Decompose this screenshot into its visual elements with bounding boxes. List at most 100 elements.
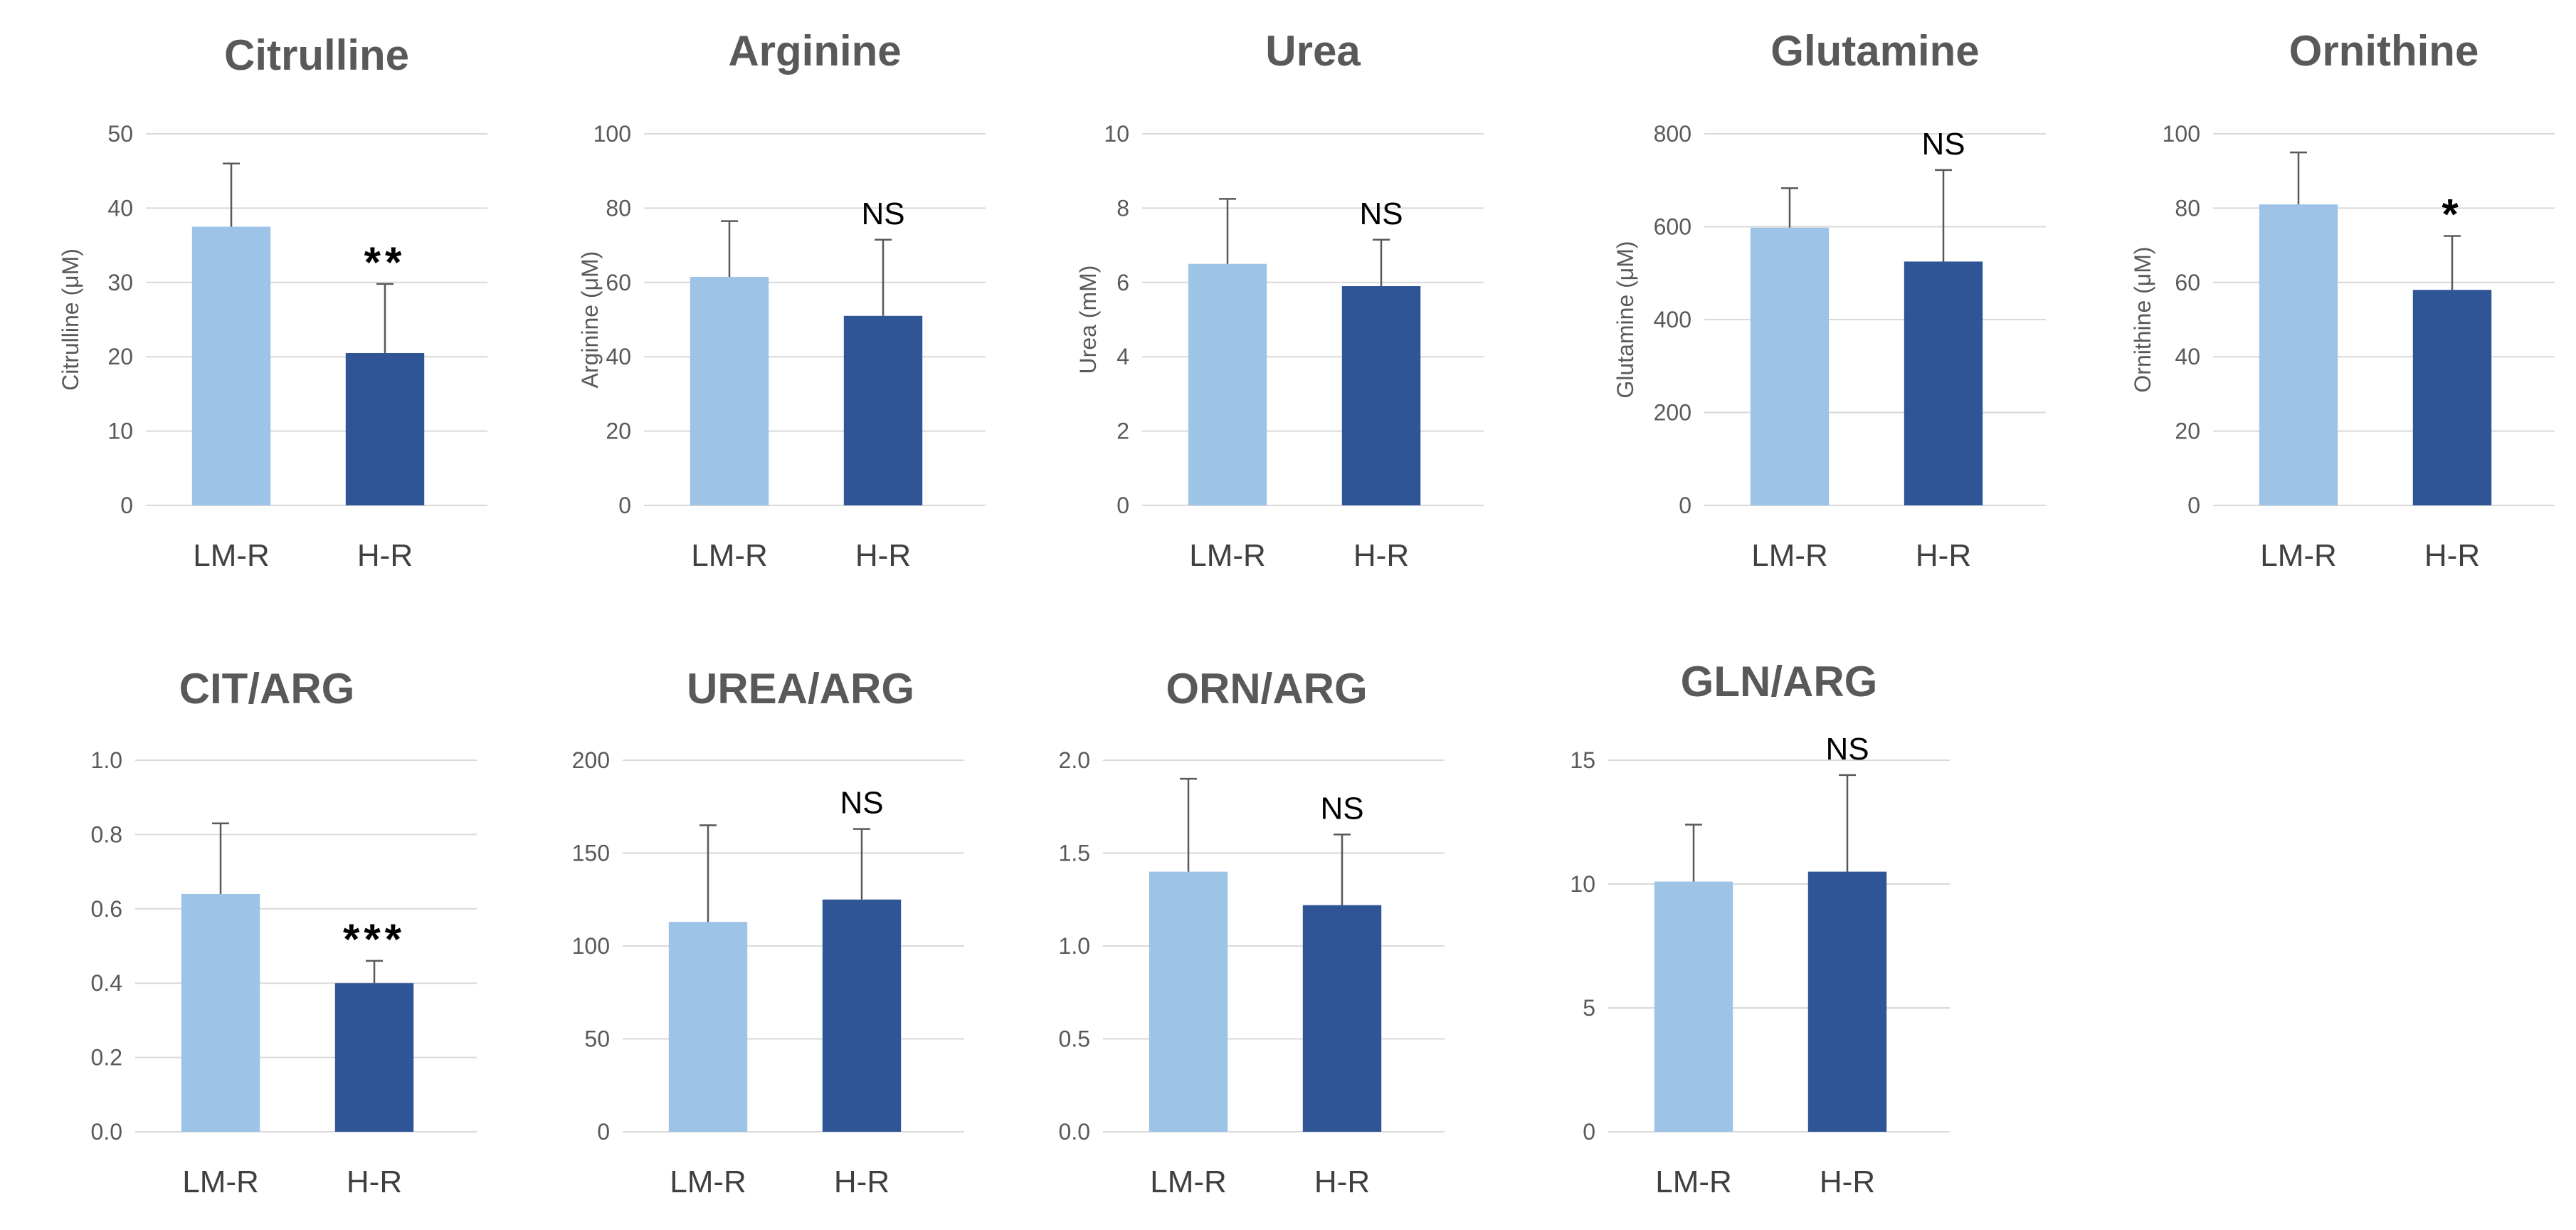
x-category-label: H-R xyxy=(357,538,413,573)
y-tick-label: 0 xyxy=(120,493,133,518)
y-tick-label: 80 xyxy=(606,195,631,221)
y-axis-label: Ornithine (μM) xyxy=(2130,246,2155,392)
chart-panel-9: GLN/ARG 0 5 10 15 LM-R H-R NS xyxy=(1570,658,1950,1199)
y-tick-label: 6 xyxy=(1117,270,1129,295)
y-tick-label: 200 xyxy=(1654,400,1691,426)
y-tick-label: 60 xyxy=(606,270,631,295)
y-tick-label: 60 xyxy=(2175,270,2200,295)
bar-lm-r xyxy=(1149,871,1228,1132)
chart-panel-3: Urea 0 2 4 6 8 10 Urea (mM) LM-R H-R NS xyxy=(1075,27,1484,573)
x-category-label: H-R xyxy=(2424,538,2480,573)
bar-lm-r xyxy=(1188,263,1267,505)
bar-lm-r xyxy=(2259,204,2338,505)
y-tick-label: 10 xyxy=(1104,121,1129,147)
y-tick-label: 20 xyxy=(606,419,631,444)
y-tick-label: 20 xyxy=(2175,419,2200,444)
bar-h-r xyxy=(1807,871,1887,1132)
significance-annotation: ** xyxy=(364,238,406,286)
x-category-label: H-R xyxy=(347,1165,402,1199)
y-tick-label: 0 xyxy=(597,1119,610,1145)
bar-h-r xyxy=(1904,261,1983,505)
y-tick-label: 40 xyxy=(2175,344,2200,369)
y-axis-label: Urea (mM) xyxy=(1075,266,1101,374)
y-tick-label: 20 xyxy=(107,344,133,369)
y-tick-label: 800 xyxy=(1654,121,1691,147)
y-tick-label: 0.0 xyxy=(1059,1119,1090,1145)
significance-annotation: NS xyxy=(840,786,883,821)
y-tick-label: 1.5 xyxy=(1059,841,1090,866)
bar-h-r xyxy=(1341,286,1421,505)
y-tick-label: 0 xyxy=(1117,493,1129,518)
y-tick-label: 15 xyxy=(1570,747,1595,773)
y-tick-label: 0.5 xyxy=(1059,1026,1090,1052)
bar-lm-r xyxy=(191,226,271,505)
chart-title: Arginine xyxy=(728,27,901,75)
chart-panel-8: ORN/ARG 0.0 0.5 1.0 1.5 2.0 LM-R H-R NS xyxy=(1059,665,1445,1199)
x-category-label: H-R xyxy=(1314,1165,1370,1199)
chart-title: ORN/ARG xyxy=(1166,665,1367,713)
y-tick-label: 50 xyxy=(107,121,133,147)
bar-lm-r xyxy=(668,922,748,1132)
y-axis-label: Arginine (μM) xyxy=(577,251,603,389)
y-tick-label: 200 xyxy=(572,747,610,773)
x-category-label: LM-R xyxy=(1189,538,1266,573)
y-tick-label: 0 xyxy=(618,493,631,518)
chart-panel-2: Arginine 0 20 40 60 80 100 Arginine (μM) LM-R H-R… xyxy=(577,27,986,573)
y-tick-label: 1.0 xyxy=(1059,933,1090,959)
chart-title: Citrulline xyxy=(224,31,409,79)
y-tick-label: 1.0 xyxy=(91,747,122,773)
bar-lm-r xyxy=(690,276,769,505)
y-axis-label: Glutamine (μM) xyxy=(1612,241,1638,398)
y-tick-label: 30 xyxy=(107,270,133,295)
chart-title: CIT/ARG xyxy=(179,665,355,713)
x-category-label: LM-R xyxy=(2260,538,2337,573)
y-tick-label: 10 xyxy=(107,419,133,444)
x-category-label: LM-R xyxy=(1655,1165,1732,1199)
significance-annotation: NS xyxy=(1921,127,1965,162)
bar-lm-r xyxy=(181,893,260,1132)
y-tick-label: 8 xyxy=(1117,195,1129,221)
y-tick-label: 0.4 xyxy=(91,970,122,996)
y-tick-label: 100 xyxy=(2163,121,2200,147)
chart-panel-5: Ornithine 0 20 40 60 80 100 Ornithine (μM) LM-R H… xyxy=(2130,27,2555,573)
y-tick-label: 10 xyxy=(1570,871,1595,897)
y-tick-label: 0.6 xyxy=(91,896,122,922)
significance-annotation: NS xyxy=(1825,732,1869,767)
bar-lm-r xyxy=(1654,881,1733,1132)
significance-annotation: * xyxy=(2442,191,2462,238)
bar-lm-r xyxy=(1750,227,1830,505)
significance-annotation: NS xyxy=(1320,791,1363,826)
chart-panel-6: CIT/ARG 0.0 0.2 0.4 0.6 0.8 1.0 LM-R H-R *** xyxy=(91,665,477,1199)
y-tick-label: 150 xyxy=(572,841,610,866)
chart-title: UREA/ARG xyxy=(687,665,914,713)
y-tick-label: 40 xyxy=(107,195,133,221)
x-category-label: LM-R xyxy=(691,538,768,573)
chart-panel-1: Citrulline 0 10 20 30 40 50 Citrulline (μM) LM-R… xyxy=(58,31,487,573)
chart-title: Ornithine xyxy=(2289,27,2479,75)
x-category-label: H-R xyxy=(1820,1165,1875,1199)
x-category-label: H-R xyxy=(855,538,911,573)
bar-h-r xyxy=(843,315,923,505)
y-tick-label: 0 xyxy=(2187,493,2200,518)
y-tick-label: 100 xyxy=(593,121,631,147)
y-tick-label: 80 xyxy=(2175,195,2200,221)
y-tick-label: 2.0 xyxy=(1059,747,1090,773)
y-tick-label: 2 xyxy=(1117,419,1129,444)
x-category-label: LM-R xyxy=(670,1165,746,1199)
bar-h-r xyxy=(334,983,414,1132)
x-category-label: H-R xyxy=(1353,538,1409,573)
y-tick-label: 0.8 xyxy=(91,821,122,847)
y-tick-label: 600 xyxy=(1654,214,1691,240)
significance-annotation: *** xyxy=(343,915,406,963)
y-tick-label: 5 xyxy=(1583,995,1595,1021)
chart-title: Glutamine xyxy=(1770,27,1979,75)
y-tick-label: 400 xyxy=(1654,307,1691,332)
bar-h-r xyxy=(2412,290,2492,505)
chart-title: GLN/ARG xyxy=(1681,658,1878,705)
y-tick-label: 100 xyxy=(572,933,610,959)
x-category-label: H-R xyxy=(834,1165,890,1199)
chart-title: Urea xyxy=(1265,27,1361,75)
significance-annotation: NS xyxy=(1359,196,1403,231)
y-axis-label: Citrulline (μM) xyxy=(58,248,83,391)
